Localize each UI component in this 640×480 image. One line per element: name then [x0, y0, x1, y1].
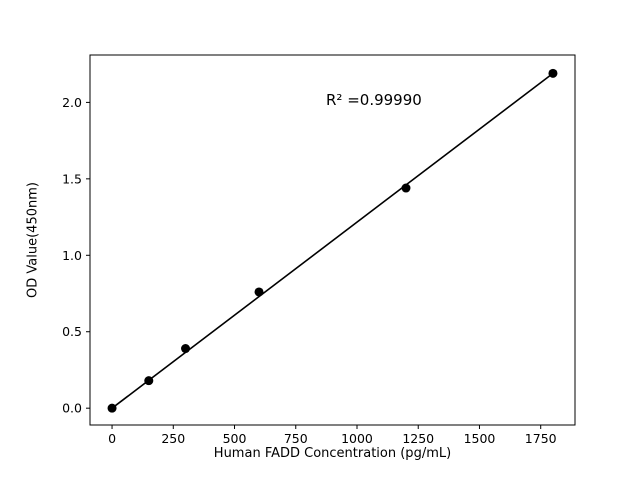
- data-point: [548, 68, 558, 78]
- data-point: [181, 344, 191, 354]
- x-axis-label: Human FADD Concentration (pg/mL): [213, 446, 452, 461]
- data-point: [254, 287, 264, 297]
- data-point: [144, 376, 154, 386]
- y-tick-label: 1.0: [62, 248, 82, 263]
- y-tick-label: 1.5: [62, 171, 82, 186]
- data-point: [107, 403, 117, 413]
- data-point: [401, 183, 411, 193]
- r-squared-annotation: R² =0.99990: [326, 91, 422, 109]
- x-tick-label: 250: [161, 431, 185, 446]
- x-tick-label: 0: [108, 431, 116, 446]
- plot-border: [89, 54, 576, 426]
- y-axis-label: OD Value(450nm): [25, 182, 41, 298]
- x-tick-label: 1750: [525, 431, 557, 446]
- x-tick-label: 500: [223, 431, 247, 446]
- y-tick-label: 0.0: [62, 401, 82, 416]
- fit-line: [111, 72, 554, 409]
- x-tick-label: 1250: [402, 431, 434, 446]
- x-tick-label: 750: [284, 431, 308, 446]
- y-tick-label: 0.5: [62, 324, 82, 339]
- x-tick-label: 1000: [341, 431, 373, 446]
- x-tick-label: 1500: [464, 431, 496, 446]
- y-tick-label: 2.0: [62, 95, 82, 110]
